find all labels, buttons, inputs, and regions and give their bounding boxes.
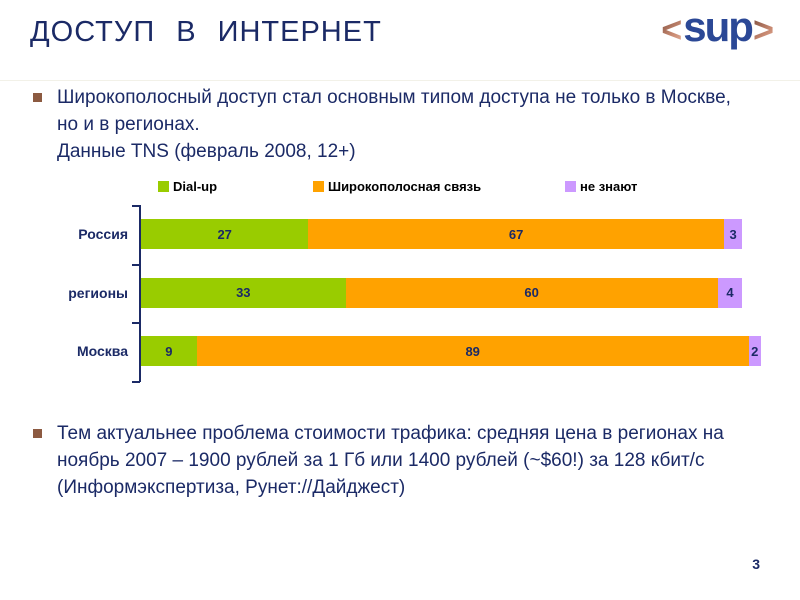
category-label: регионы (68, 284, 128, 301)
bar-row: 27 67 3 (141, 219, 743, 249)
bullet-line: (Информэкспертиза, Рунет://Дайджест) (57, 477, 406, 498)
chart-category-axis (139, 205, 141, 382)
bar-value-label: 27 (217, 226, 232, 242)
bar-segment: 60 (345, 277, 718, 308)
bar-value-label: 2 (751, 343, 759, 359)
bullet-square-icon (33, 429, 42, 438)
axis-tick (132, 322, 140, 325)
bar-value-label: 4 (726, 285, 734, 301)
axis-tick (132, 381, 140, 383)
category-label: Москва (76, 343, 128, 360)
chart-plot: Россия 27 67 3 регионы 33 60 4 Москва 9 89 2 (0, 205, 800, 385)
bar-value-label: 3 (729, 226, 737, 242)
bullet-line: ноябрь 2007 – 1900 рублей за 1 Гб или 14… (57, 450, 705, 471)
chart-legend: Dial-up Широкополосная связь не знают (0, 178, 800, 196)
bullet-line: Тем актуальнее проблема стоимости трафик… (57, 423, 724, 444)
bar-row: 33 60 4 (141, 277, 743, 308)
bar-segment: 89 (196, 336, 749, 367)
bar-row: 9 89 2 (141, 336, 761, 367)
legend-swatch-icon (158, 180, 169, 192)
bar-value-label: 60 (524, 285, 539, 301)
legend-item: не знают (565, 178, 637, 194)
bar-value-label: 89 (465, 343, 480, 359)
logo-left-angle-icon: < (661, 9, 683, 50)
sup-logo: < sup > (661, 6, 774, 54)
bar-segment: 2 (748, 336, 761, 367)
legend-label: Dial-up (173, 178, 218, 194)
bar-value-label: 33 (236, 285, 251, 301)
bar-segment: 9 (141, 336, 197, 367)
bar-value-label: 67 (508, 226, 524, 242)
page-title: ДОСТУП В ИНТЕРНЕТ (30, 16, 382, 48)
page-number: 3 (752, 556, 760, 572)
bullet-line: но и в регионах. (57, 114, 200, 135)
logo-wordmark: sup (683, 3, 754, 50)
axis-tick (132, 263, 140, 266)
bar-segment: 3 (723, 219, 743, 249)
header-divider (0, 80, 800, 81)
axis-tick (132, 205, 140, 207)
bullet-square-icon (33, 93, 42, 102)
legend-item: Широкополосная связь (313, 178, 481, 194)
bar-segment: 67 (308, 219, 724, 249)
bullet-item-broadband: Широкополосный доступ стал основным типо… (30, 84, 780, 165)
bullet-line: Данные TNS (февраль 2008, 12+) (57, 141, 356, 162)
legend-swatch-icon (313, 180, 324, 192)
legend-item: Dial-up (158, 178, 217, 194)
bar-segment: 27 (141, 219, 309, 249)
bullet-item-traffic-cost: Тем актуальнее проблема стоимости трафик… (30, 420, 780, 501)
bar-value-label: 9 (165, 343, 173, 359)
legend-label: не знают (580, 178, 638, 194)
bullet-line: Широкополосный доступ стал основным типо… (57, 87, 731, 108)
bar-segment: 33 (141, 277, 346, 308)
legend-label: Широкополосная связь (328, 178, 482, 194)
bar-segment: 4 (717, 277, 743, 308)
category-label: Россия (78, 226, 128, 242)
stacked-bar-chart: Dial-up Широкополосная связь не знают Росс… (0, 175, 800, 390)
legend-swatch-icon (565, 180, 576, 192)
logo-right-angle-icon: > (752, 9, 774, 50)
